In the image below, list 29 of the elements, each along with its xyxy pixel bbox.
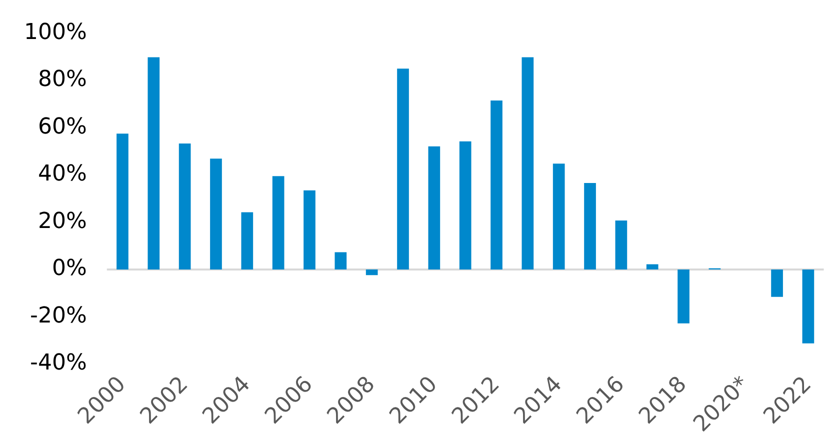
bar — [490, 100, 502, 270]
bar — [428, 146, 440, 270]
bar — [366, 269, 378, 276]
bar — [116, 134, 128, 270]
y-tick-label: 100% — [24, 20, 87, 45]
bar — [304, 190, 316, 270]
bar — [241, 212, 254, 270]
bar — [397, 68, 409, 270]
bar — [584, 182, 596, 270]
bar — [148, 57, 160, 270]
y-tick-label: 80% — [38, 67, 87, 92]
bar — [210, 158, 222, 270]
bar — [771, 269, 783, 297]
bar — [459, 141, 472, 270]
bar — [678, 269, 690, 324]
y-tick-label: 40% — [38, 162, 87, 187]
bar — [802, 269, 814, 344]
y-tick-label: 0% — [52, 256, 87, 282]
y-tick-label: 60% — [38, 114, 87, 140]
bar — [522, 57, 534, 270]
bar — [272, 176, 284, 270]
bar — [178, 144, 191, 270]
bar — [646, 264, 658, 270]
bar — [615, 220, 628, 270]
y-tick-label: -40% — [30, 350, 87, 376]
y-tick-label: -20% — [30, 303, 87, 328]
bar — [552, 164, 565, 270]
bar — [334, 252, 347, 270]
y-tick-label: 20% — [38, 208, 87, 234]
